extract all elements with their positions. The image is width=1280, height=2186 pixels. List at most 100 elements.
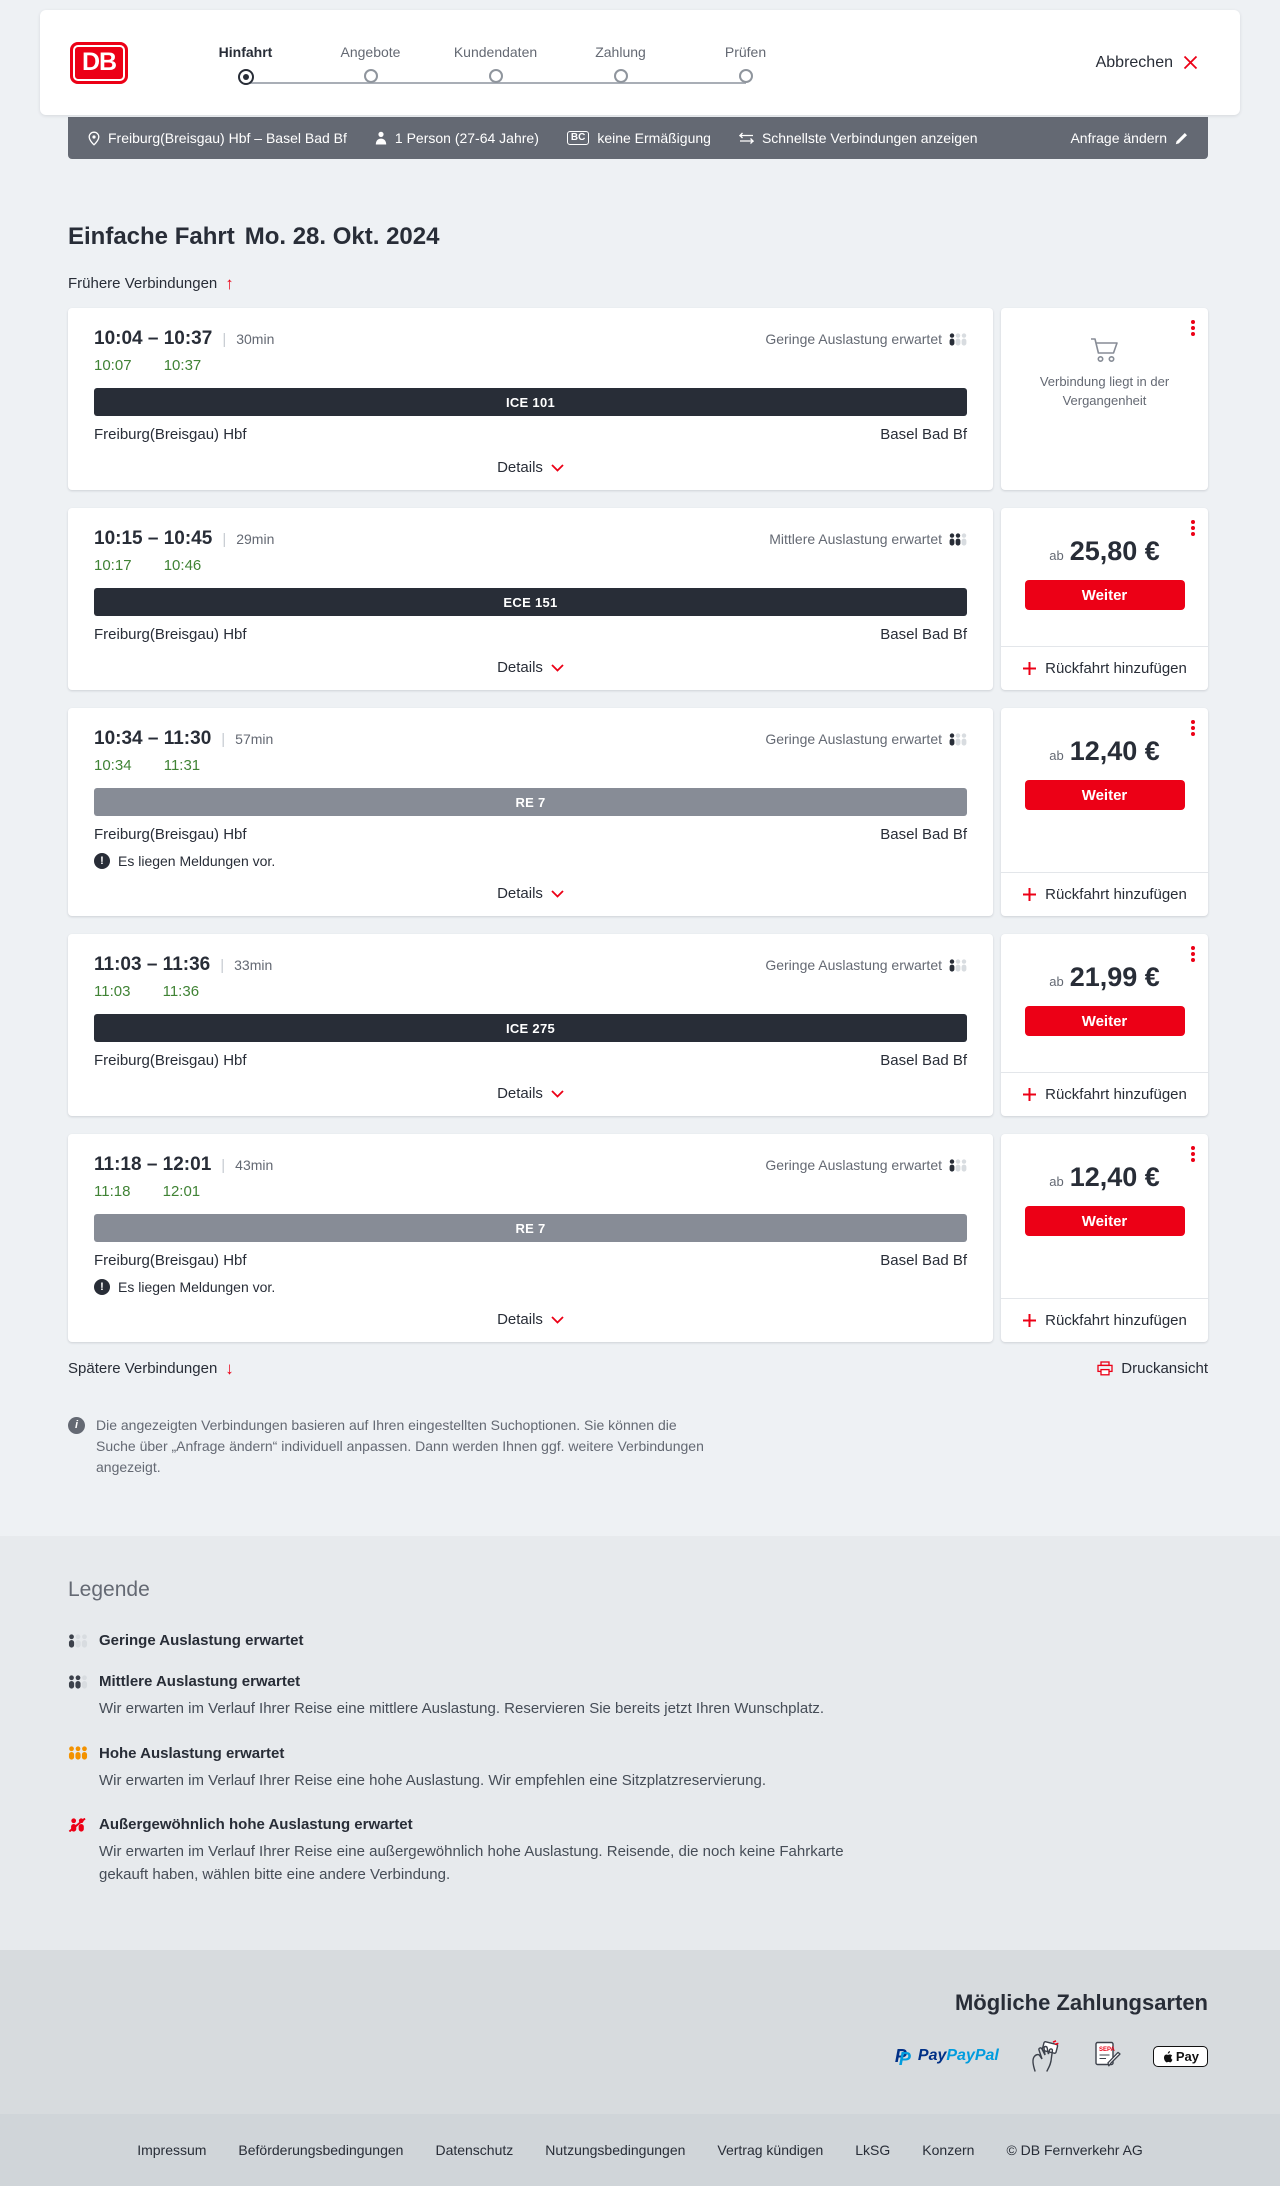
weiter-button[interactable]: Weiter — [1024, 1206, 1185, 1236]
destination-station: Basel Bad Bf — [880, 826, 967, 843]
more-options-button[interactable] — [1189, 718, 1197, 738]
pencil-icon — [1175, 132, 1187, 144]
more-options-button[interactable] — [1189, 1144, 1197, 1164]
step-hinfahrt[interactable]: Hinfahrt — [183, 44, 308, 85]
journey-times: 11:18 – 12:01 — [94, 1154, 212, 1175]
details-button[interactable]: Details — [497, 1311, 564, 1328]
cancel-button[interactable]: Abbrechen — [1096, 54, 1198, 72]
person-icon — [375, 131, 387, 145]
passengers-summary: 1 Person (27-64 Jahre) — [375, 130, 539, 146]
legend-item-description: Wir erwarten im Verlauf Ihrer Reise eine… — [99, 1700, 825, 1717]
step-pruefen[interactable]: Prüfen — [683, 44, 808, 85]
change-request-button[interactable]: Anfrage ändern — [1070, 130, 1188, 146]
step-label: Angebote — [340, 44, 401, 60]
route-text: Freiburg(Breisgau) Hbf – Basel Bad Bf — [108, 130, 347, 146]
train-bar: ECE 151 — [94, 588, 967, 616]
realtime-departure: 11:03 — [94, 983, 131, 1000]
details-label: Details — [497, 1085, 543, 1102]
alert-icon: ! — [94, 1279, 110, 1295]
db-logo[interactable]: DB — [70, 41, 128, 84]
origin-station: Freiburg(Breisgau) Hbf — [94, 826, 247, 843]
details-button[interactable]: Details — [497, 885, 564, 902]
add-return-button[interactable]: Rückfahrt hinzufügen — [1001, 646, 1208, 690]
step-zahlung[interactable]: Zahlung — [558, 44, 683, 85]
add-return-label: Rückfahrt hinzufügen — [1045, 1086, 1187, 1103]
realtime-times: 11:03 11:36 — [94, 983, 967, 1000]
realtime-departure: 10:17 — [94, 557, 132, 574]
apple-pay-icon: Pay — [1152, 2045, 1208, 2067]
arrow-down-icon: ↓ — [225, 1359, 234, 1378]
sort-summary: Schnellste Verbindungen anzeigen — [738, 130, 978, 146]
occupancy-low-icon — [949, 332, 967, 346]
separator: | — [221, 1157, 226, 1174]
journey-times: 10:15 – 10:45 — [94, 528, 213, 549]
journey-times: 10:04 – 10:37 — [94, 328, 213, 349]
more-options-button[interactable] — [1189, 518, 1197, 538]
discount-text: keine Ermäßigung — [597, 130, 711, 146]
plus-icon — [1023, 888, 1037, 901]
alert-icon: ! — [94, 853, 110, 869]
add-return-button[interactable]: Rückfahrt hinzufügen — [1001, 1298, 1208, 1342]
footer-link-vertrag-kuendigen[interactable]: Vertrag kündigen — [717, 2142, 824, 2158]
price: 12,40 € — [1069, 736, 1160, 766]
realtime-arrival: 10:37 — [163, 357, 202, 374]
journey-duration: 57min — [235, 731, 274, 747]
footer-link-nutzungsbedingungen[interactable]: Nutzungsbedingungen — [545, 2142, 686, 2158]
messages-row: ! Es liegen Meldungen vor. — [94, 1279, 967, 1295]
weiter-button[interactable]: Weiter — [1024, 580, 1185, 610]
more-options-button[interactable] — [1189, 318, 1197, 338]
weiter-button[interactable]: Weiter — [1024, 1006, 1185, 1036]
details-button[interactable]: Details — [497, 1085, 564, 1102]
step-kundendaten[interactable]: Kundendaten — [433, 44, 558, 85]
origin-station: Freiburg(Breisgau) Hbf — [94, 426, 247, 443]
connection-row-2: 10:15 – 10:45 | 29min Mittlere Auslastun… — [68, 508, 1208, 690]
journey-duration: 29min — [236, 531, 275, 547]
origin-station: Freiburg(Breisgau) Hbf — [94, 1252, 247, 1269]
details-button[interactable]: Details — [497, 659, 564, 676]
price: 25,80 € — [1069, 536, 1160, 566]
search-options-note: i Die angezeigten Verbindungen basieren … — [68, 1415, 718, 1536]
footer-link-befoerderungsbedingungen[interactable]: Beförderungsbedingungen — [238, 2142, 404, 2158]
footer-link-konzern[interactable]: Konzern — [922, 2142, 975, 2158]
swap-arrows-icon — [738, 132, 754, 144]
journey-times: 10:34 – 11:30 — [94, 728, 212, 749]
step-angebote[interactable]: Angebote — [308, 44, 433, 85]
weiter-button[interactable]: Weiter — [1024, 780, 1185, 810]
connection-row-5: 11:18 – 12:01 | 43min Geringe Auslastung… — [68, 1134, 1208, 1342]
checkout-header: DB Hinfahrt Angebote Kundendaten Zahlung… — [40, 10, 1240, 115]
realtime-arrival: 11:31 — [163, 757, 201, 774]
plus-icon — [1023, 1314, 1037, 1327]
journey-side-panel: ab 21,99 € Weiter Rückfahrt hinzufügen — [1001, 934, 1208, 1116]
add-return-button[interactable]: Rückfahrt hinzufügen — [1001, 1072, 1208, 1116]
separator: | — [222, 331, 227, 348]
add-return-button[interactable]: Rückfahrt hinzufügen — [1001, 872, 1208, 916]
price: 21,99 € — [1069, 962, 1160, 992]
add-return-label: Rückfahrt hinzufügen — [1045, 1312, 1187, 1329]
footer-link-datenschutz[interactable]: Datenschutz — [435, 2142, 514, 2158]
details-label: Details — [497, 1311, 543, 1328]
origin-station: Freiburg(Breisgau) Hbf — [94, 1052, 247, 1069]
footer-link-lksg[interactable]: LkSG — [855, 2142, 891, 2158]
legend-title: Legende — [68, 1578, 150, 1601]
arrow-up-icon: ↑ — [225, 274, 234, 293]
legend-item-description: Wir erwarten im Verlauf Ihrer Reise eine… — [99, 1771, 766, 1789]
legend-item-low: Geringe Auslastung erwartet — [68, 1632, 1208, 1649]
realtime-arrival: 12:01 — [162, 1183, 201, 1200]
more-options-button[interactable] — [1189, 944, 1197, 964]
price: 12,40 € — [1069, 1162, 1160, 1192]
realtime-departure: 11:18 — [94, 1183, 131, 1200]
details-button[interactable]: Details — [497, 459, 564, 476]
info-icon: i — [68, 1417, 85, 1434]
route-summary: Freiburg(Breisgau) Hbf – Basel Bad Bf — [88, 130, 347, 146]
price-prefix: ab — [1049, 1174, 1064, 1189]
occupancy-label: Geringe Auslastung erwartet — [765, 957, 942, 973]
legend-item-title: Außergewöhnlich hohe Auslastung erwartet — [99, 1816, 413, 1833]
step-dot-active — [237, 69, 254, 85]
earlier-connections-button[interactable]: Frühere Verbindungen ↑ — [68, 275, 234, 292]
occupancy-info: Geringe Auslastung erwartet — [765, 731, 967, 747]
footer-link-impressum[interactable]: Impressum — [137, 2142, 207, 2158]
separator: | — [220, 957, 225, 974]
print-view-button[interactable]: Druckansicht — [1097, 1360, 1208, 1377]
later-connections-button[interactable]: Spätere Verbindungen ↓ — [68, 1360, 234, 1377]
